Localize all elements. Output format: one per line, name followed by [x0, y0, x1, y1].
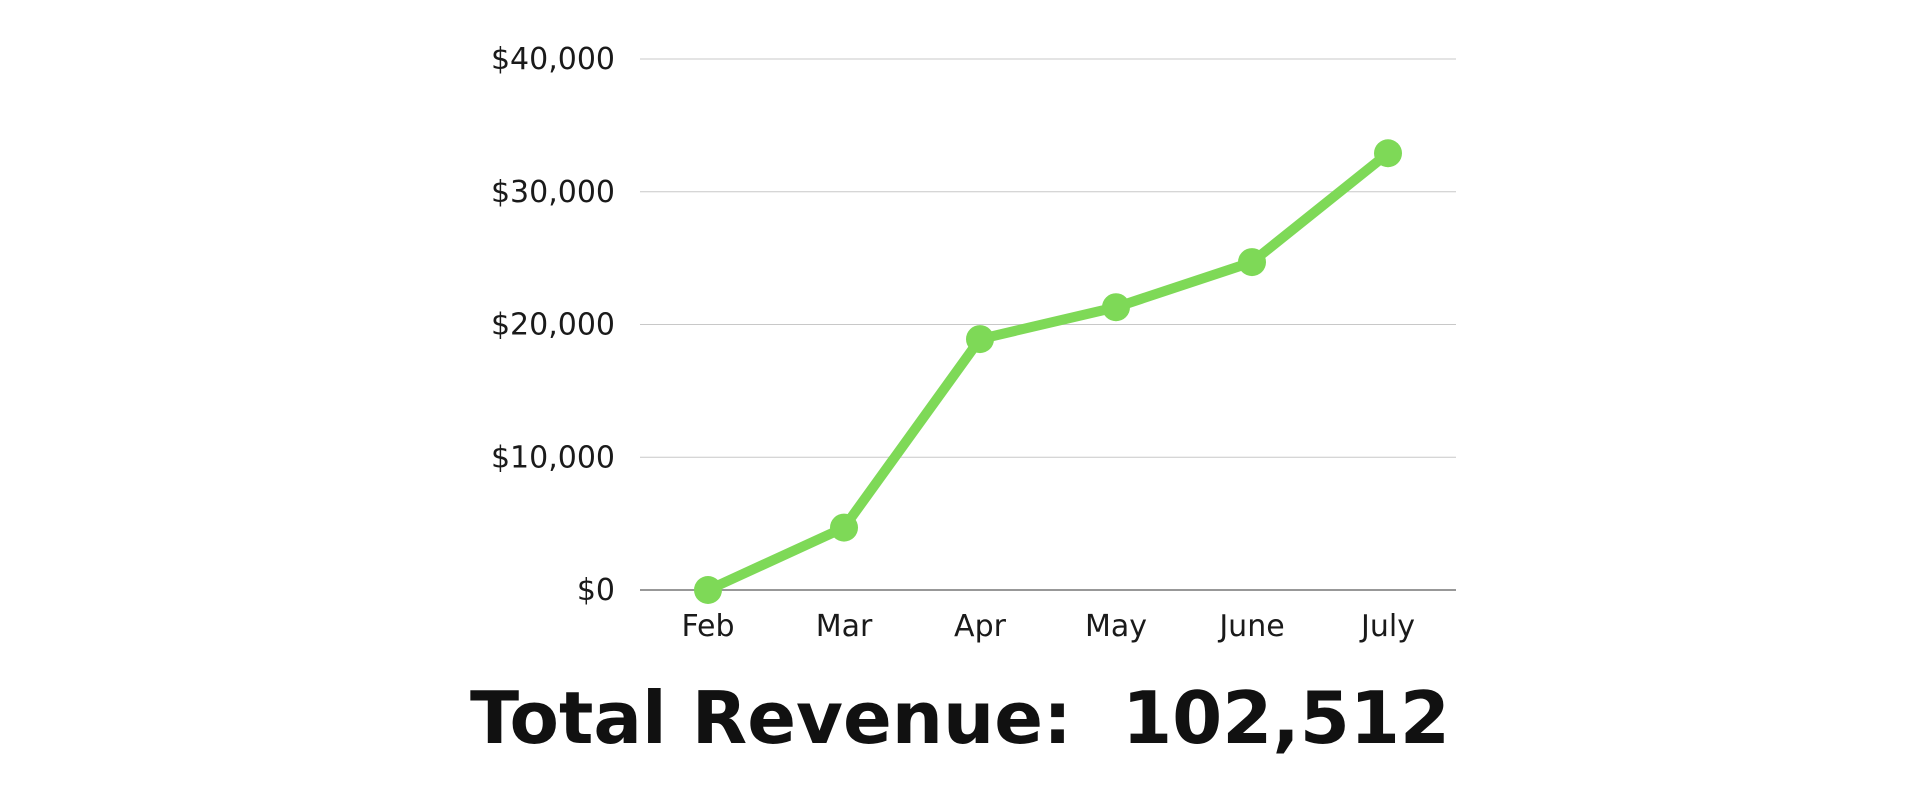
y-tick-label: $10,000 — [491, 440, 615, 475]
x-tick-label: July — [1359, 609, 1415, 644]
data-point — [966, 325, 994, 354]
total-revenue-label: Total Revenue: — [469, 676, 1072, 760]
data-point — [1238, 248, 1266, 277]
data-point — [694, 576, 722, 604]
y-tick-label: $20,000 — [491, 308, 615, 343]
series-line — [703, 148, 1393, 595]
x-tick-label: May — [1085, 609, 1147, 644]
data-point — [1102, 293, 1130, 322]
total-revenue-value: 102,512 — [1122, 676, 1451, 760]
y-tick-label: $0 — [577, 573, 615, 608]
x-tick-label: June — [1217, 609, 1284, 644]
total-revenue: Total Revenue: 102,512 — [0, 676, 1920, 760]
x-tick-label: Mar — [816, 609, 873, 644]
x-tick-label: Feb — [681, 609, 734, 644]
data-point — [830, 513, 858, 542]
x-tick-label: Apr — [954, 609, 1007, 644]
y-tick-label: $30,000 — [491, 175, 615, 210]
data-point — [1374, 139, 1402, 168]
y-tick-label: $40,000 — [491, 42, 615, 77]
